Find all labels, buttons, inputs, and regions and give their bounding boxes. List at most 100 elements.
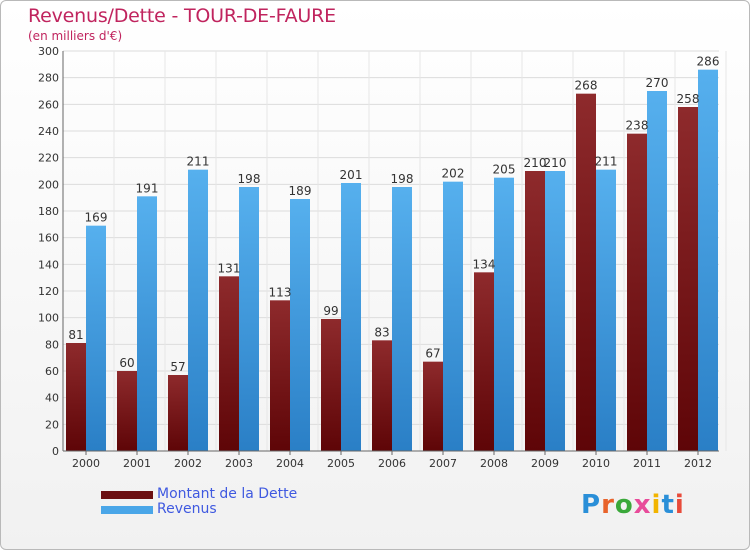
bar-revenue bbox=[341, 183, 361, 451]
bar-revenue bbox=[188, 169, 208, 451]
y-tick-label: 180 bbox=[38, 205, 59, 218]
bar-debt bbox=[627, 133, 647, 451]
x-tick-label: 2000 bbox=[72, 457, 100, 470]
data-label-debt: 99 bbox=[323, 304, 338, 318]
x-tick-label: 2006 bbox=[378, 457, 406, 470]
y-tick-label: 80 bbox=[45, 338, 59, 351]
x-tick-label: 2004 bbox=[276, 457, 304, 470]
bars bbox=[66, 69, 718, 452]
y-tick-label: 20 bbox=[45, 418, 59, 431]
data-label-debt: 268 bbox=[575, 79, 598, 93]
axes: 0 20 40 60 80 100 120 140 160 180 200 220 240 260 280 3… bbox=[38, 45, 719, 470]
logo-letter: i bbox=[674, 490, 685, 520]
y-tick-label: 200 bbox=[38, 178, 59, 191]
y-tick-label: 120 bbox=[38, 285, 59, 298]
chart-title: Revenus/Dette - TOUR-DE-FAURE bbox=[28, 5, 336, 27]
y-tick-label: 40 bbox=[45, 392, 59, 405]
y-tick-label: 140 bbox=[38, 258, 59, 271]
data-label-revenue: 198 bbox=[238, 172, 261, 186]
logo-letter: i bbox=[651, 490, 662, 520]
legend-label-debt: Montant de la Dette bbox=[157, 486, 298, 502]
bar-revenue bbox=[443, 181, 463, 451]
data-label-revenue: 211 bbox=[595, 155, 618, 169]
y-tick-label: 60 bbox=[45, 365, 59, 378]
bar-debt bbox=[576, 93, 596, 452]
data-label-revenue: 210 bbox=[544, 156, 567, 170]
data-label-revenue: 211 bbox=[187, 155, 210, 169]
data-label-debt: 131 bbox=[218, 261, 241, 275]
bar-revenue bbox=[86, 225, 106, 451]
x-tick-label: 2010 bbox=[582, 457, 610, 470]
logo-letter: P bbox=[581, 490, 602, 520]
x-tick-label: 2001 bbox=[123, 457, 151, 470]
legend-swatch-debt bbox=[101, 491, 153, 499]
x-tick-label: 2012 bbox=[684, 457, 712, 470]
chart-subtitle: (en milliers d'€) bbox=[28, 29, 123, 43]
data-label-debt: 83 bbox=[374, 325, 389, 339]
bar-debt bbox=[321, 319, 341, 451]
bar-revenue bbox=[137, 196, 157, 451]
bar-debt bbox=[66, 343, 86, 451]
x-tick-label: 2007 bbox=[429, 457, 457, 470]
bar-revenue bbox=[494, 177, 514, 451]
data-label-debt: 210 bbox=[524, 156, 547, 170]
x-tick-label: 2002 bbox=[174, 457, 202, 470]
legend-label-revenue: Revenus bbox=[157, 501, 217, 517]
data-label-revenue: 202 bbox=[442, 167, 465, 181]
y-tick-label: 220 bbox=[38, 152, 59, 165]
bar-debt bbox=[525, 171, 545, 451]
data-label-revenue: 286 bbox=[697, 55, 720, 69]
data-label-debt: 134 bbox=[473, 257, 496, 271]
logo-letter: o bbox=[614, 490, 634, 520]
x-tick-label: 2009 bbox=[531, 457, 559, 470]
bar-debt bbox=[270, 300, 290, 451]
data-label-revenue: 191 bbox=[136, 181, 159, 195]
bar-debt bbox=[474, 272, 494, 451]
data-label-revenue: 205 bbox=[493, 163, 516, 177]
bar-debt bbox=[219, 276, 239, 451]
data-label-revenue: 189 bbox=[289, 184, 312, 198]
bar-revenue bbox=[698, 69, 718, 452]
data-label-revenue: 169 bbox=[85, 211, 108, 225]
proxiti-logo: Proxiti bbox=[581, 490, 685, 520]
bar-revenue bbox=[239, 187, 259, 451]
legend-swatch-revenue bbox=[101, 506, 153, 514]
logo-letter: t bbox=[661, 490, 675, 520]
y-tick-label: 280 bbox=[38, 72, 59, 85]
data-label-debt: 60 bbox=[119, 356, 134, 370]
y-tick-label: 260 bbox=[38, 98, 59, 111]
bar-revenue bbox=[596, 169, 616, 451]
bar-revenue bbox=[545, 171, 565, 451]
data-label-debt: 113 bbox=[269, 285, 292, 299]
data-label-debt: 81 bbox=[68, 328, 83, 342]
data-label-revenue: 201 bbox=[340, 168, 363, 182]
data-label-debt: 238 bbox=[626, 119, 649, 133]
y-tick-label: 160 bbox=[38, 232, 59, 245]
data-label-debt: 67 bbox=[425, 347, 440, 361]
y-tick-label: 0 bbox=[52, 445, 59, 458]
x-tick-label: 2011 bbox=[633, 457, 661, 470]
data-label-revenue: 198 bbox=[391, 172, 414, 186]
bar-debt bbox=[423, 361, 443, 451]
logo-letter: x bbox=[633, 490, 652, 520]
x-tick-label: 2008 bbox=[480, 457, 508, 470]
y-tick-label: 300 bbox=[38, 45, 59, 58]
y-tick-label: 240 bbox=[38, 125, 59, 138]
bar-debt bbox=[678, 107, 698, 451]
bar-revenue bbox=[290, 199, 310, 451]
bar-debt bbox=[372, 340, 392, 451]
bar-debt bbox=[117, 371, 137, 451]
bar-revenue bbox=[392, 187, 412, 451]
data-label-debt: 258 bbox=[677, 92, 700, 106]
x-tick-label: 2005 bbox=[327, 457, 355, 470]
logo-letter: r bbox=[601, 490, 615, 520]
bar-revenue bbox=[647, 91, 667, 451]
data-labels: 81 169 60 191 57 211 131 198 113 189 99 201 83 198 67 2… bbox=[68, 55, 719, 374]
bar-debt bbox=[168, 375, 188, 451]
data-label-revenue: 270 bbox=[646, 76, 669, 90]
data-label-debt: 57 bbox=[170, 360, 185, 374]
x-tick-label: 2003 bbox=[225, 457, 253, 470]
y-tick-label: 100 bbox=[38, 312, 59, 325]
